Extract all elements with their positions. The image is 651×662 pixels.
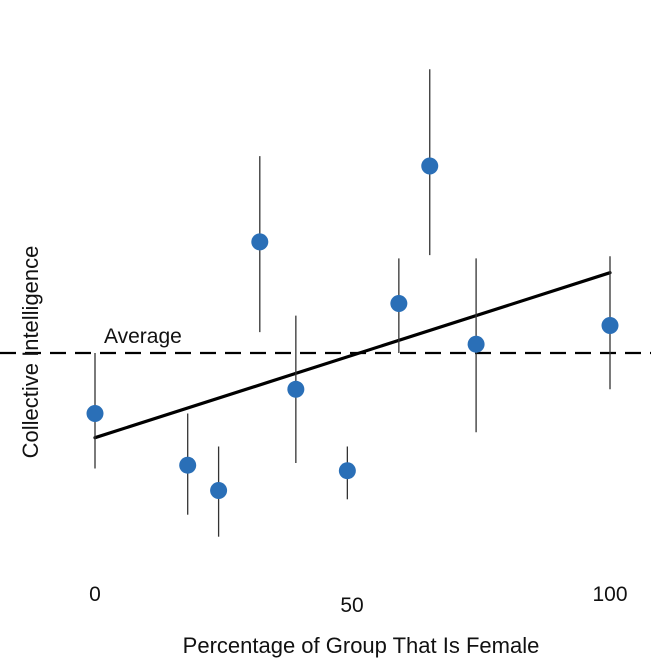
- data-point: [179, 456, 197, 474]
- x-tick-label: 0: [89, 583, 101, 606]
- data-point: [338, 462, 356, 480]
- data-point: [467, 335, 485, 353]
- data-point: [421, 157, 439, 175]
- data-point: [210, 482, 228, 499]
- y-axis-label: Collective Intelligence: [18, 246, 43, 459]
- labels-layer: Average Collective Intelligence Percenta…: [18, 246, 628, 658]
- average-line-label: Average: [104, 325, 182, 348]
- points-layer: [86, 157, 619, 499]
- data-point: [86, 405, 104, 422]
- data-point: [251, 233, 269, 251]
- x-axis-label: Percentage of Group That Is Female: [183, 633, 540, 658]
- x-tick-label: 100: [592, 583, 627, 606]
- data-point: [390, 295, 408, 312]
- reference-and-trend-layer: [0, 271, 651, 440]
- x-tick-label: 50: [340, 594, 363, 617]
- data-point: [601, 317, 619, 334]
- trend-line: [93, 271, 612, 440]
- data-point: [287, 380, 305, 398]
